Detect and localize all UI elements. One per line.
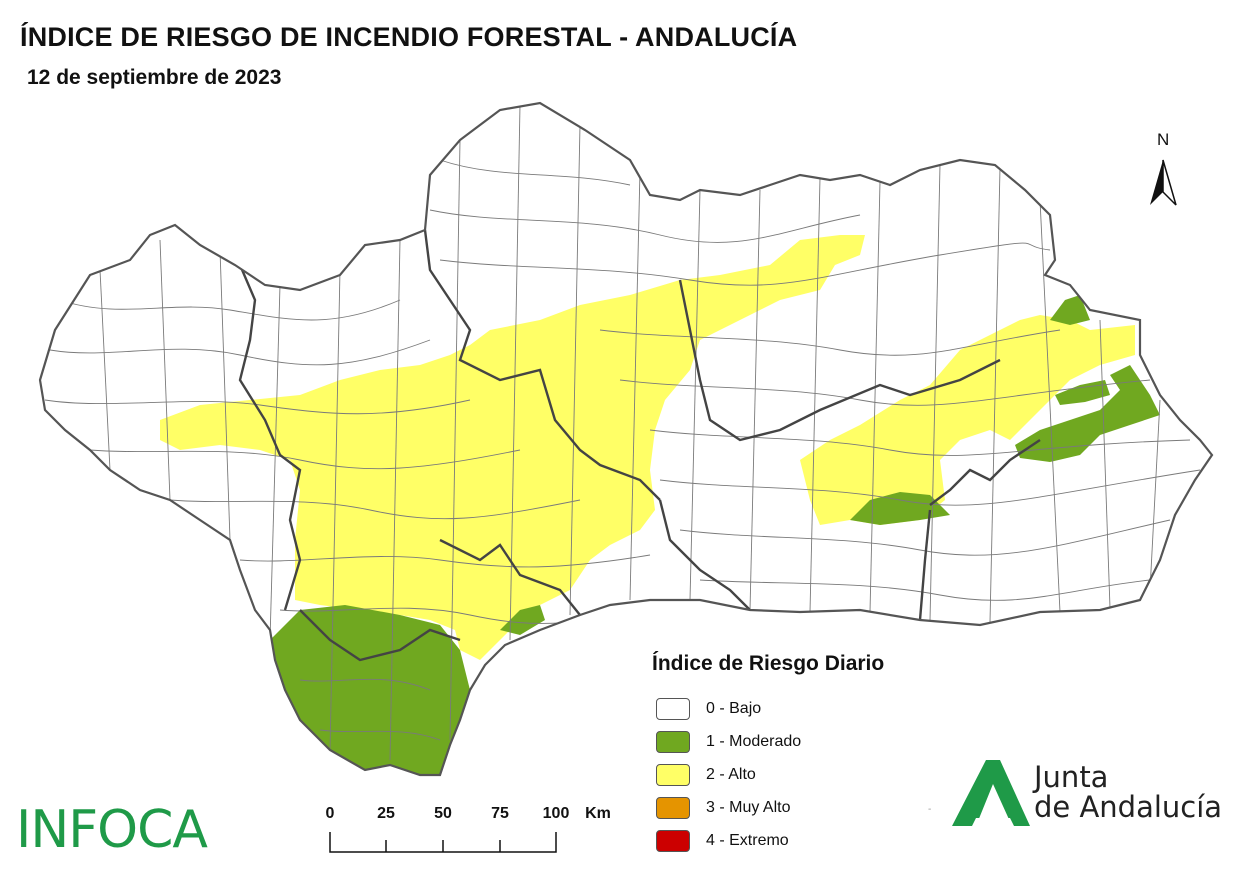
scale-tick-0: 0 bbox=[326, 805, 335, 822]
scale-tick-labels: 0 25 50 75 100 Km bbox=[326, 805, 611, 822]
legend-label-muy-alto: 3 - Muy Alto bbox=[706, 798, 791, 816]
legend-swatch-alto bbox=[656, 763, 690, 786]
legend-label-bajo: 0 - Bajo bbox=[706, 699, 762, 717]
scale-unit: Km bbox=[585, 805, 611, 822]
zone-moderado-southwest bbox=[270, 605, 470, 775]
map-title: ÍNDICE DE RIESGO DE INCENDIO FORESTAL - … bbox=[20, 22, 798, 52]
separator-dot: - bbox=[928, 804, 932, 815]
legend-swatch-moderado bbox=[656, 730, 690, 753]
legend-swatch-extremo bbox=[656, 829, 690, 852]
scale-bar: 0 25 50 75 100 Km bbox=[326, 805, 611, 853]
infoca-logo: INFOCA bbox=[16, 800, 208, 860]
zone-alto-east bbox=[800, 315, 1135, 525]
legend-title: Índice de Riesgo Diario bbox=[652, 652, 885, 675]
legend-label-alto: 2 - Alto bbox=[706, 765, 756, 783]
legend-item-extremo: 4 - Extremo bbox=[650, 824, 884, 857]
junta-text-line2: de Andalucía bbox=[1034, 790, 1223, 824]
zone-moderado-almeria-north bbox=[1050, 295, 1090, 325]
north-arrow-icon bbox=[1150, 159, 1177, 206]
scale-tick-100: 100 bbox=[543, 805, 570, 822]
zone-moderado-malaga bbox=[500, 605, 545, 635]
municipality-boundaries bbox=[44, 104, 1201, 761]
legend-item-bajo: 0 - Bajo bbox=[650, 692, 884, 725]
junta-text-line1: Junta bbox=[1034, 760, 1109, 794]
zone-alto-west-central bbox=[160, 235, 865, 660]
legend-swatch-muy-alto bbox=[656, 796, 690, 819]
scale-tick-25: 25 bbox=[377, 805, 395, 822]
legend-item-moderado: 1 - Moderado bbox=[650, 725, 884, 758]
legend: Índice de Riesgo Diario 0 - Bajo 1 - Mod… bbox=[650, 652, 884, 857]
scale-tick-75: 75 bbox=[491, 805, 509, 822]
map-date: 12 de septiembre de 2023 bbox=[27, 66, 282, 89]
zone-moderado-almeria-mid bbox=[1055, 380, 1110, 405]
zone-moderado-granada bbox=[850, 492, 950, 525]
junta-andalucia-logo-icon bbox=[952, 760, 1030, 826]
legend-swatch-bajo bbox=[656, 697, 690, 720]
legend-label-extremo: 4 - Extremo bbox=[706, 831, 789, 849]
scale-tick-50: 50 bbox=[434, 805, 452, 822]
north-label: N bbox=[1157, 130, 1170, 149]
province-borders bbox=[238, 229, 1041, 662]
legend-item-muy-alto: 3 - Muy Alto bbox=[650, 791, 884, 824]
legend-item-alto: 2 - Alto bbox=[650, 758, 884, 791]
legend-label-moderado: 1 - Moderado bbox=[706, 732, 802, 750]
